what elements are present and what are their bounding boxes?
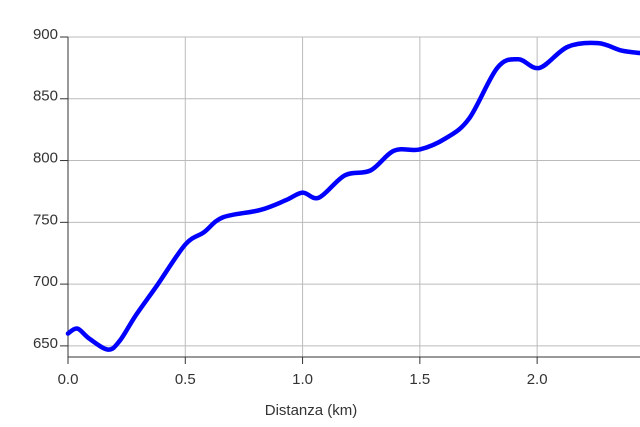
y-tick-label: 750 <box>33 211 58 228</box>
y-tick-label: 700 <box>33 273 58 290</box>
elevation-line <box>65 40 640 352</box>
y-tick-label: 900 <box>33 26 58 43</box>
x-axis-label: Distanza (km) <box>265 402 358 419</box>
y-tick-label: 850 <box>33 88 58 105</box>
x-tick-label: 1.5 <box>409 371 430 388</box>
y-tick-label: 800 <box>33 150 58 167</box>
y-tick-label: 650 <box>33 335 58 352</box>
x-tick-label: 0.0 <box>58 371 79 388</box>
x-tick-label: 0.5 <box>175 371 196 388</box>
x-tick-label: 1.0 <box>292 371 313 388</box>
x-tick-label: 2.0 <box>527 371 548 388</box>
